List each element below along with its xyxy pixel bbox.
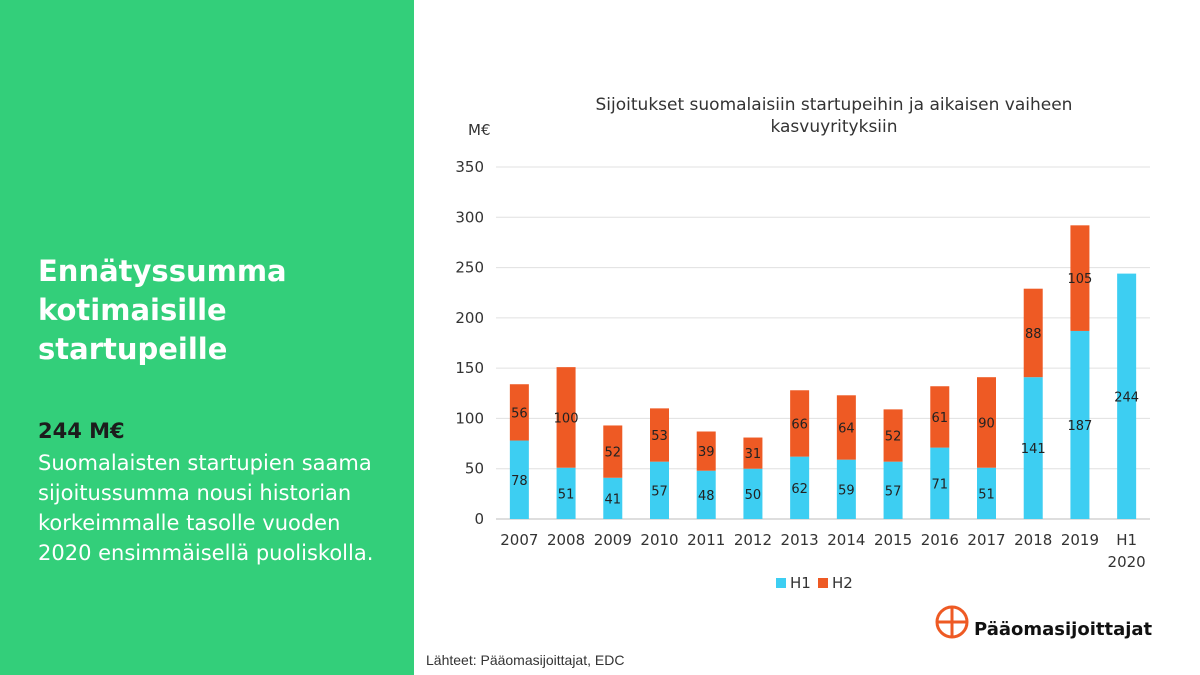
bar-h2 — [650, 408, 669, 462]
x-tick-label: 2020 — [1108, 553, 1146, 571]
data-label: 62 — [791, 482, 808, 497]
bar-h2 — [977, 377, 996, 468]
brand-logo: Pääomasijoittajat — [934, 604, 1164, 648]
source-note: Lähteet: Pääomasijoittajat, EDC — [426, 652, 625, 668]
data-label: 141 — [1021, 442, 1046, 457]
bar-h1 — [883, 461, 903, 519]
bar-h2 — [1070, 225, 1090, 331]
bar-h1 — [696, 470, 716, 519]
y-tick-label: 300 — [455, 208, 484, 226]
x-tick-label: 2007 — [500, 531, 538, 549]
data-label: 52 — [605, 446, 622, 461]
left-panel: Ennätyssumma kotimaisille startupeille 2… — [0, 0, 414, 675]
data-label: 52 — [885, 430, 902, 445]
data-label: 61 — [932, 411, 949, 426]
bar-h2 — [743, 437, 763, 469]
bar-h2 — [696, 431, 716, 471]
y-tick-label: 350 — [455, 158, 484, 176]
data-label: 51 — [978, 487, 995, 502]
x-tick-label: 2019 — [1061, 531, 1099, 549]
data-label: 53 — [651, 429, 668, 444]
chart-title: Sijoitukset suomalaisiin startupeihin ja… — [595, 95, 1073, 137]
x-tick-label: 2012 — [734, 531, 772, 549]
data-label: 66 — [791, 417, 808, 432]
bar-h1 — [1023, 377, 1043, 519]
x-tick-label: 2013 — [781, 531, 819, 549]
bar-h1 — [1117, 273, 1137, 519]
legend-swatch-h1 — [776, 578, 786, 588]
x-tick-label: H1 — [1116, 531, 1137, 549]
bar-h1 — [790, 456, 810, 519]
y-axis-unit: M€ — [468, 121, 491, 139]
data-label: 244 — [1114, 390, 1139, 405]
stacked-bar-chart: 0 50 100 150 200 250 300 350 78 56 2007 51 100 2008 41… — [455, 158, 1150, 592]
y-tick-label: 150 — [455, 359, 484, 377]
bar-h2 — [930, 386, 950, 448]
data-label: 39 — [698, 445, 715, 460]
data-label: 51 — [558, 487, 575, 502]
data-label: 57 — [885, 484, 902, 499]
data-label: 90 — [978, 416, 995, 431]
bar-h1 — [836, 459, 856, 519]
bar-h1 — [509, 440, 529, 519]
data-label: 41 — [605, 492, 622, 507]
bar-h1 — [930, 447, 950, 519]
bar-h2 — [556, 367, 576, 468]
data-label: 71 — [932, 477, 949, 492]
bar-h2 — [1023, 288, 1043, 378]
y-tick-label: 50 — [465, 460, 484, 478]
stat-description: Suomalaisten startupien saama sijoitussu… — [38, 451, 374, 565]
x-tick-label: 2015 — [874, 531, 912, 549]
y-tick-label: 250 — [455, 259, 484, 277]
x-tick-label: 2017 — [967, 531, 1005, 549]
bar-h2 — [603, 425, 623, 478]
data-label: 56 — [511, 406, 528, 421]
x-tick-label: 2010 — [640, 531, 678, 549]
y-tick-label: 200 — [455, 309, 484, 327]
y-tick-label: 0 — [474, 510, 484, 528]
bar-h1 — [1070, 330, 1090, 519]
data-label: 48 — [698, 489, 715, 504]
data-label: 105 — [1068, 272, 1093, 287]
plus-circle-icon — [935, 605, 969, 639]
chart-area: Sijoitukset suomalaisiin startupeihin ja… — [414, 0, 1200, 675]
bar-h1 — [603, 477, 623, 519]
bar-h1 — [977, 467, 996, 519]
stat-value: 244 M€ — [38, 419, 125, 443]
logo-text: Pääomasijoittajat — [974, 619, 1153, 640]
legend-swatch-h2 — [818, 578, 828, 588]
data-label: 78 — [511, 474, 528, 489]
legend-label: H2 — [832, 574, 853, 592]
legend-label: H1 — [790, 574, 811, 592]
data-label: 88 — [1025, 327, 1042, 342]
data-label: 64 — [838, 421, 855, 436]
bar-h1 — [650, 461, 669, 519]
bar-h1 — [556, 467, 576, 519]
x-tick-label: 2014 — [827, 531, 865, 549]
x-tick-label: 2018 — [1014, 531, 1052, 549]
data-label: 31 — [745, 447, 762, 462]
data-label: 50 — [745, 488, 762, 503]
bar-h2 — [883, 409, 903, 462]
y-tick-label: 100 — [455, 409, 484, 427]
data-label: 187 — [1068, 419, 1093, 434]
bar-h1 — [743, 468, 763, 519]
x-tick-label: 2016 — [921, 531, 959, 549]
bar-h2 — [790, 390, 810, 457]
x-tick-label: 2011 — [687, 531, 725, 549]
headline: Ennätyssumma kotimaisille startupeille — [38, 254, 287, 366]
x-tick-label: 2008 — [547, 531, 585, 549]
x-tick-label: 2009 — [594, 531, 632, 549]
bar-h2 — [836, 395, 856, 460]
data-label: 57 — [651, 484, 668, 499]
data-label: 100 — [554, 411, 579, 426]
data-label: 59 — [838, 483, 855, 498]
bar-h2 — [509, 384, 529, 441]
